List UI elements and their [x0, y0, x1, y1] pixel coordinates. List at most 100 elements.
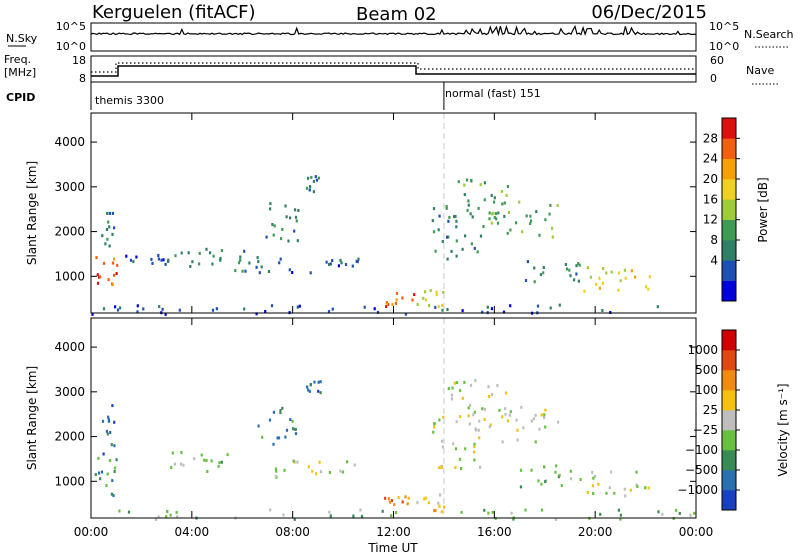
power-cell	[273, 224, 276, 228]
velocity-cell	[519, 485, 522, 489]
power-cell	[119, 306, 122, 310]
power-cell	[442, 291, 445, 294]
power-cell	[271, 223, 274, 226]
velocity-cell	[437, 501, 440, 505]
power-cell	[492, 211, 495, 215]
power-cell	[518, 200, 521, 204]
power-cell	[279, 257, 282, 261]
power-cell	[578, 263, 581, 267]
velocity-cell	[105, 429, 108, 433]
power-cell	[595, 282, 598, 286]
velocity-cell	[293, 517, 296, 521]
power-ytick-label: 3000	[54, 180, 85, 194]
velocity-cell	[593, 474, 597, 478]
power-cell	[115, 272, 118, 275]
power-cell	[551, 235, 554, 239]
power-cell	[96, 273, 99, 277]
velocity-cell	[557, 420, 560, 424]
velocity-cell	[226, 453, 229, 457]
power-cell	[209, 251, 212, 255]
velocity-cell	[319, 470, 323, 474]
power-cell	[441, 303, 444, 307]
power-cell	[191, 260, 194, 264]
power-colorbar-swatch	[722, 219, 736, 241]
velocity-cell	[534, 413, 537, 417]
power-cell	[329, 262, 332, 266]
power-cell	[445, 204, 448, 208]
power-cell	[164, 312, 167, 316]
x-tick-label: 16:00	[477, 525, 512, 539]
power-cell	[479, 234, 483, 238]
power-cell	[634, 275, 637, 279]
velocity-cell	[319, 391, 322, 395]
power-cell	[198, 262, 201, 266]
power-cell	[506, 185, 509, 188]
power-cell	[467, 203, 470, 207]
velocity-cell	[477, 428, 480, 432]
velocity-cell	[404, 495, 407, 499]
power-cell	[481, 310, 484, 314]
velocity-cell	[516, 428, 519, 432]
velocity-cell	[289, 418, 292, 422]
velocity-cell	[488, 425, 491, 429]
power-cell	[558, 303, 561, 307]
freq-tick-bottom: 8	[79, 72, 86, 85]
velocity-cell	[113, 444, 116, 448]
power-colorbar-tick-label: 4	[710, 253, 718, 267]
power-cell	[215, 307, 218, 311]
velocity-cell	[388, 500, 392, 504]
power-cell	[601, 309, 604, 312]
velocity-cell	[544, 480, 547, 483]
power-cell	[307, 176, 310, 180]
velocity-cell	[508, 413, 511, 417]
power-cell	[482, 225, 485, 228]
velocity-cell	[522, 426, 525, 430]
velocity-cell	[569, 469, 572, 473]
power-cell	[564, 263, 567, 266]
velocity-cell	[106, 432, 109, 436]
power-cell	[142, 307, 145, 311]
power-cell	[308, 188, 311, 192]
velocity-cell	[359, 508, 362, 512]
velocity-cell	[455, 381, 459, 385]
power-cell	[624, 276, 627, 280]
velocity-colorbar-tick-label: −100	[685, 443, 718, 457]
velocity-cell	[328, 510, 331, 514]
power-cell	[424, 298, 428, 302]
power-cell	[161, 307, 164, 311]
velocity-cell	[490, 393, 494, 397]
velocity-colorbar-swatch	[722, 330, 736, 351]
power-cell	[135, 255, 138, 259]
velocity-cell	[434, 509, 437, 512]
power-cell	[331, 307, 334, 311]
velocity-cell	[504, 391, 508, 395]
velocity-cell	[110, 492, 113, 496]
velocity-cell	[111, 479, 114, 483]
power-cell	[473, 246, 476, 250]
power-cell	[401, 296, 404, 300]
power-cell	[509, 228, 512, 232]
velocity-colorbar-tick-label: −500	[685, 463, 718, 477]
power-cell	[413, 293, 416, 297]
velocity-cell	[346, 460, 349, 464]
velocity-cell	[307, 388, 310, 392]
power-cell	[305, 186, 309, 190]
velocity-colorbar-tick-label: −1000	[677, 483, 718, 497]
power-colorbar-swatch	[722, 240, 736, 261]
velocity-cell	[306, 385, 309, 389]
velocity-cell	[554, 517, 557, 521]
velocity-cell	[115, 458, 118, 462]
power-cell	[454, 214, 457, 218]
velocity-cell	[560, 484, 563, 488]
power-cell	[529, 222, 532, 225]
velocity-cell	[99, 477, 102, 481]
velocity-cell	[469, 403, 472, 407]
x-tick-labels: 00:00 04:00 08:00 12:00 16:00 20:00 00:00	[74, 525, 714, 539]
velocity-cell	[586, 491, 589, 494]
velocity-cell	[438, 493, 442, 497]
velocity-cell	[509, 410, 512, 414]
velocity-cell	[467, 406, 470, 410]
power-cell	[102, 307, 106, 311]
power-y-ticks: 1000 2000 3000 4000	[54, 135, 696, 283]
velocity-cell	[617, 508, 620, 512]
